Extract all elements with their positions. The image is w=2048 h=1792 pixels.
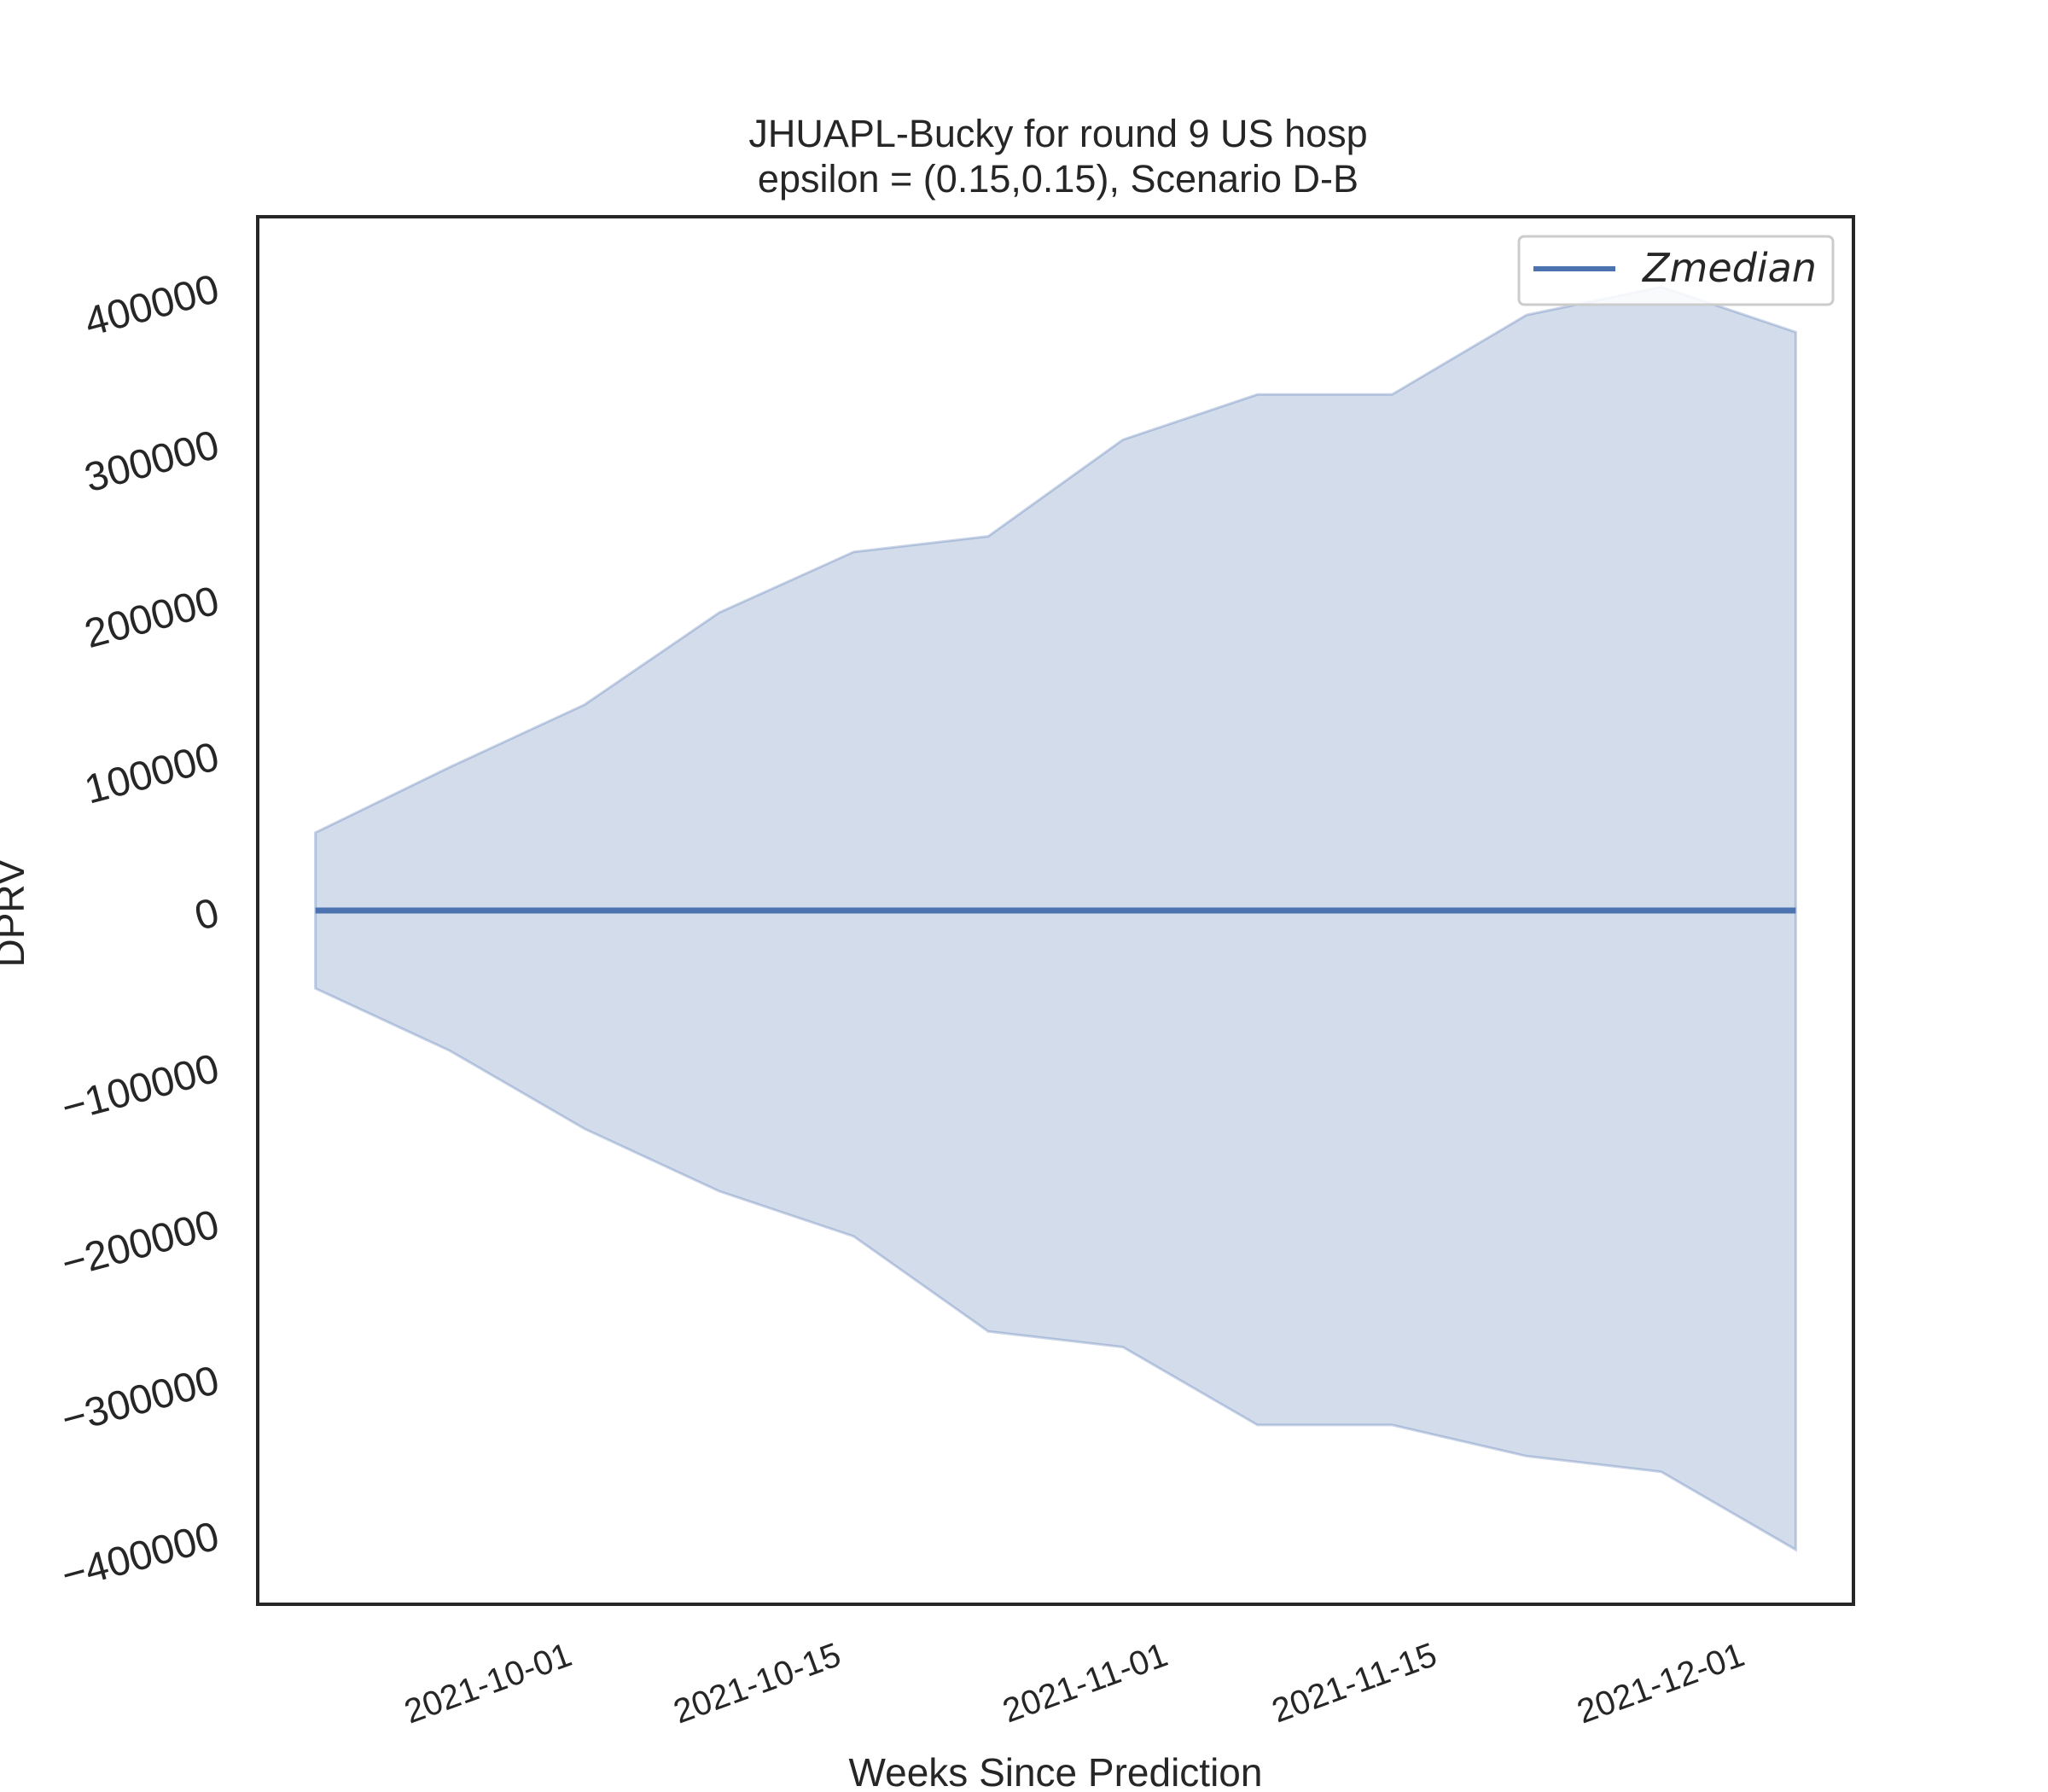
y-tick-label: −200000 — [57, 1201, 224, 1287]
x-tick-label: 2021-10-15 — [669, 1636, 846, 1731]
x-tick-label: 2021-10-01 — [399, 1636, 576, 1731]
x-tick-label: 2021-12-01 — [1573, 1636, 1749, 1731]
y-tick-label: −300000 — [57, 1358, 224, 1443]
y-axis-ticks: 400000 300000 200000 100000 0 −100000 −200000 −… — [57, 266, 224, 1599]
x-axis-ticks: 2021-10-01 2021-10-15 2021-11-01 2021-11-15… — [399, 1636, 1749, 1731]
y-axis-label: DPRV — [0, 858, 32, 967]
chart-title-line2: epsilon = (0.15,0.15), Scenario D-B — [758, 157, 1359, 201]
x-tick-label: 2021-11-15 — [1267, 1636, 1442, 1730]
y-tick-label: 400000 — [80, 266, 224, 346]
y-tick-label: 0 — [190, 890, 224, 940]
x-axis-label: Weeks Since Prediction — [849, 1750, 1263, 1792]
y-tick-label: 100000 — [80, 734, 224, 813]
x-tick-label: 2021-11-01 — [998, 1636, 1172, 1730]
y-tick-label: −100000 — [57, 1046, 224, 1132]
y-tick-label: 200000 — [80, 578, 224, 657]
y-tick-label: 300000 — [80, 422, 224, 502]
legend-box — [1517, 235, 1835, 306]
y-tick-label: −400000 — [57, 1514, 224, 1599]
chart-title-line1: JHUAPL-Bucky for round 9 US hosp — [748, 112, 1367, 155]
legend-label-zmedian: Zmedian — [1641, 245, 1817, 291]
plot-frame — [256, 215, 1855, 1606]
confidence-band — [314, 285, 1797, 1552]
plot-area — [314, 285, 1797, 1552]
legend: Zmedian — [1517, 235, 1835, 306]
